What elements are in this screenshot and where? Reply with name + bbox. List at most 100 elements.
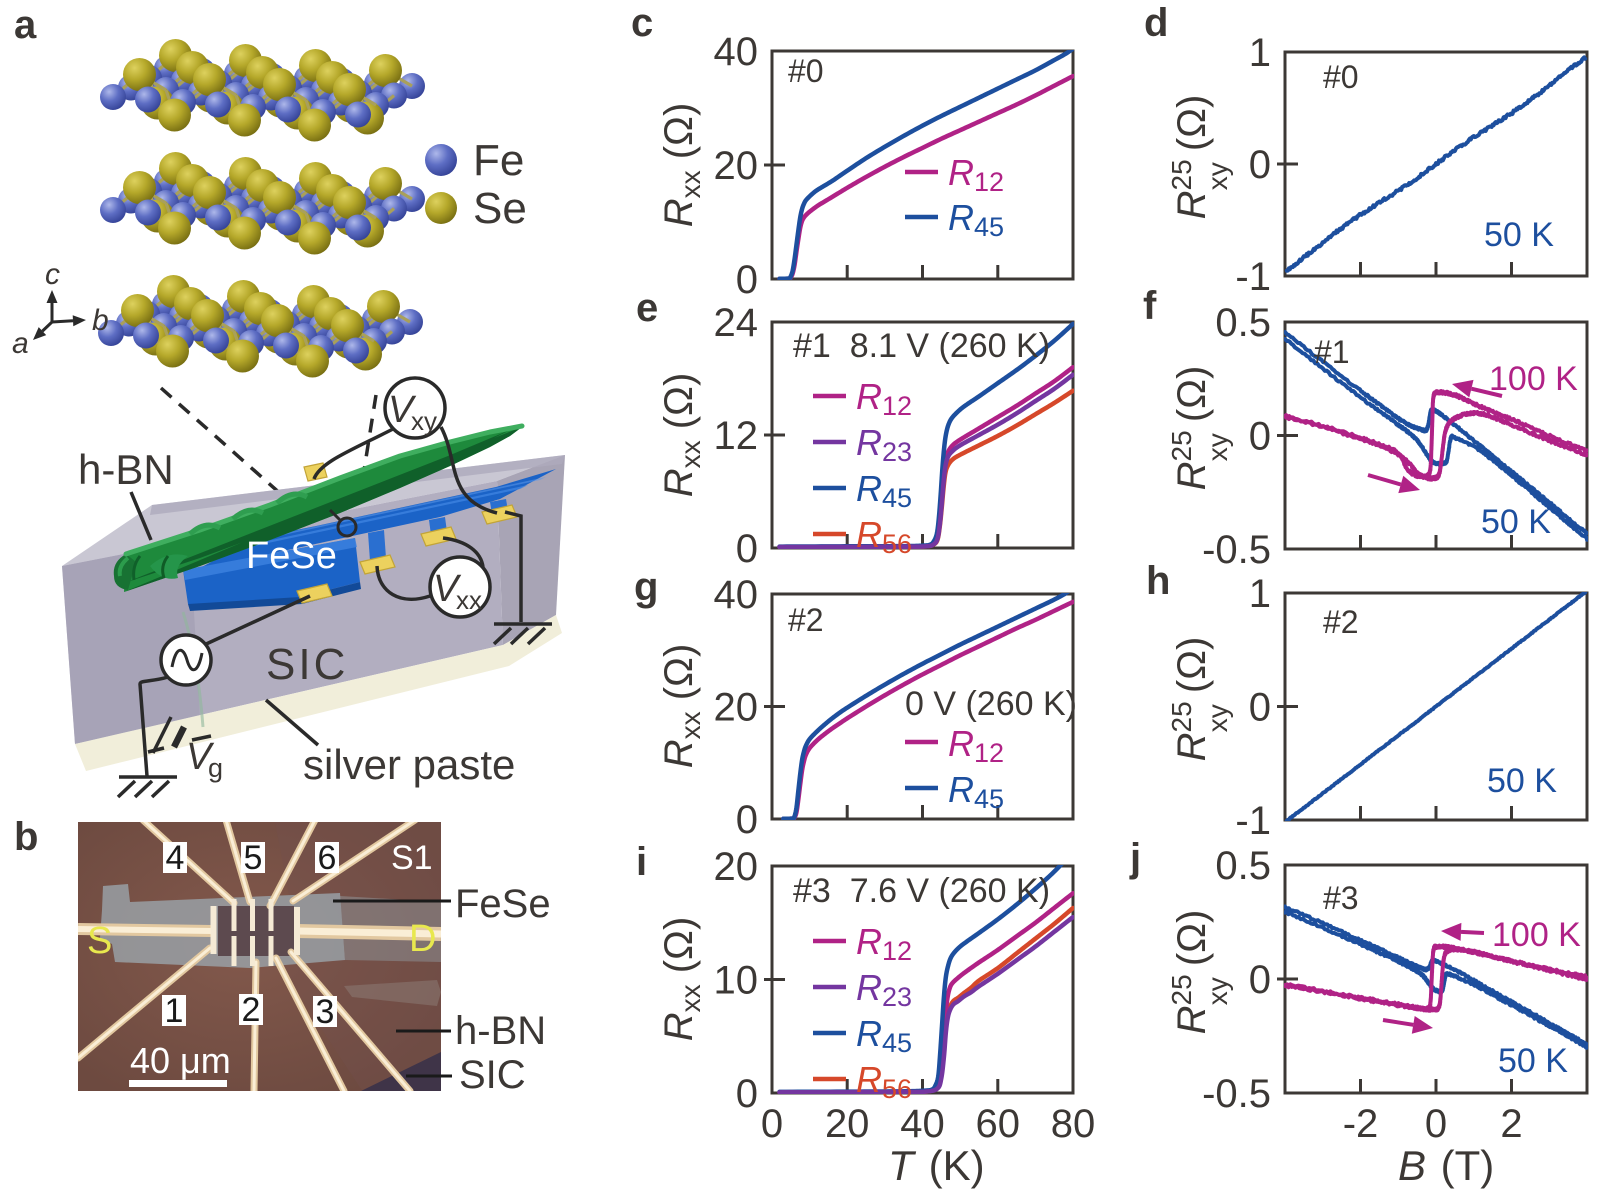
svg-text:50 K: 50 K bbox=[1484, 216, 1554, 254]
svg-text:0: 0 bbox=[1249, 958, 1271, 1002]
svg-text:12: 12 bbox=[974, 738, 1004, 768]
svg-text:R: R bbox=[856, 376, 882, 417]
svg-text:-1: -1 bbox=[1235, 255, 1271, 299]
svg-text:R: R bbox=[856, 1059, 882, 1100]
svg-text:0: 0 bbox=[1249, 143, 1271, 187]
svg-text:g: g bbox=[634, 565, 658, 609]
svg-text:20: 20 bbox=[714, 144, 759, 188]
svg-text:1: 1 bbox=[165, 992, 184, 1030]
svg-text:40 μm: 40 μm bbox=[130, 1040, 231, 1081]
svg-text:SIC: SIC bbox=[266, 640, 348, 689]
svg-text:3: 3 bbox=[316, 993, 335, 1031]
svg-text:d: d bbox=[1144, 1, 1168, 45]
svg-text:23: 23 bbox=[882, 437, 912, 467]
svg-text:T: T bbox=[888, 1142, 917, 1189]
svg-text:(T): (T) bbox=[1429, 1142, 1494, 1189]
svg-text:c: c bbox=[631, 1, 653, 45]
svg-text:V: V bbox=[433, 568, 462, 610]
svg-text:24: 24 bbox=[714, 301, 759, 345]
svg-text:10: 10 bbox=[714, 959, 759, 1003]
svg-text:0 V (260 K): 0 V (260 K) bbox=[905, 685, 1077, 723]
svg-text:-2: -2 bbox=[1343, 1102, 1379, 1146]
svg-text:V: V bbox=[186, 736, 215, 778]
svg-text:12: 12 bbox=[714, 414, 759, 458]
svg-text:xy: xy bbox=[411, 406, 437, 436]
svg-text:R: R bbox=[856, 967, 882, 1008]
svg-text:Rxx (Ω): Rxx (Ω) bbox=[657, 644, 706, 769]
svg-text:a: a bbox=[12, 327, 29, 360]
svg-text:0: 0 bbox=[736, 527, 758, 571]
svg-text:2: 2 bbox=[1500, 1102, 1522, 1146]
svg-text:R: R bbox=[856, 921, 882, 962]
svg-text:56: 56 bbox=[882, 529, 912, 559]
svg-text:R: R bbox=[948, 769, 974, 810]
svg-text:80: 80 bbox=[1051, 1102, 1096, 1146]
svg-text:-0.5: -0.5 bbox=[1202, 1072, 1271, 1116]
svg-text:50 K: 50 K bbox=[1481, 503, 1551, 541]
svg-text:Rxx (Ω): Rxx (Ω) bbox=[657, 373, 706, 498]
svg-text:S1: S1 bbox=[391, 839, 433, 877]
svg-text:5: 5 bbox=[244, 839, 263, 877]
svg-text:D: D bbox=[409, 918, 436, 960]
svg-text:#2: #2 bbox=[1323, 604, 1359, 640]
svg-text:0: 0 bbox=[736, 258, 758, 302]
svg-text:-1: -1 bbox=[1235, 799, 1271, 843]
svg-text:4: 4 bbox=[166, 839, 185, 877]
svg-text:(K): (K) bbox=[917, 1142, 985, 1189]
svg-text:0.5: 0.5 bbox=[1215, 301, 1271, 345]
svg-text:45: 45 bbox=[974, 212, 1004, 242]
svg-text:40: 40 bbox=[714, 30, 759, 74]
svg-text:0: 0 bbox=[1249, 415, 1271, 459]
svg-text:50 K: 50 K bbox=[1498, 1042, 1568, 1080]
svg-text:R: R bbox=[856, 514, 882, 555]
svg-text:xx: xx bbox=[456, 585, 482, 615]
svg-text:40: 40 bbox=[900, 1102, 945, 1146]
svg-text:#3 7.6 V (260 K): #3 7.6 V (260 K) bbox=[793, 872, 1050, 910]
svg-text:g: g bbox=[208, 753, 223, 783]
svg-text:0: 0 bbox=[1249, 686, 1271, 730]
svg-text:j: j bbox=[1129, 836, 1141, 880]
svg-text:#0: #0 bbox=[788, 53, 824, 89]
svg-text:#1 8.1 V (260 K): #1 8.1 V (260 K) bbox=[793, 327, 1050, 365]
svg-text:0: 0 bbox=[736, 798, 758, 842]
svg-text:silver paste: silver paste bbox=[303, 741, 515, 788]
svg-text:0: 0 bbox=[761, 1102, 783, 1146]
svg-text:a: a bbox=[14, 3, 37, 47]
svg-text:FeSe: FeSe bbox=[455, 882, 551, 926]
svg-text:Rxx (Ω): Rxx (Ω) bbox=[657, 917, 706, 1042]
svg-text:V: V bbox=[388, 389, 417, 431]
svg-text:Rxx (Ω): Rxx (Ω) bbox=[657, 103, 706, 228]
svg-text:100 K: 100 K bbox=[1489, 360, 1578, 398]
svg-text:20: 20 bbox=[714, 686, 759, 730]
svg-text:S: S bbox=[87, 920, 112, 962]
svg-text:45: 45 bbox=[882, 483, 912, 513]
svg-text:b: b bbox=[14, 815, 38, 859]
svg-text:12: 12 bbox=[974, 167, 1004, 197]
svg-text:60: 60 bbox=[976, 1102, 1021, 1146]
svg-text:0.5: 0.5 bbox=[1215, 844, 1271, 888]
svg-text:R: R bbox=[948, 152, 974, 193]
svg-text:12: 12 bbox=[882, 391, 912, 421]
svg-text:c: c bbox=[45, 258, 60, 291]
svg-text:1: 1 bbox=[1249, 31, 1271, 75]
svg-text:12: 12 bbox=[882, 936, 912, 966]
svg-text:R: R bbox=[856, 422, 882, 463]
svg-text:FeSe: FeSe bbox=[246, 535, 337, 577]
svg-text:#2: #2 bbox=[788, 602, 824, 638]
svg-text:20: 20 bbox=[825, 1102, 870, 1146]
svg-text:1: 1 bbox=[1249, 572, 1271, 616]
svg-text:SIC: SIC bbox=[459, 1053, 526, 1097]
svg-text:Se: Se bbox=[473, 184, 527, 233]
svg-text:40: 40 bbox=[714, 573, 759, 617]
svg-text:100 K: 100 K bbox=[1492, 916, 1581, 954]
svg-text:45: 45 bbox=[882, 1028, 912, 1058]
svg-text:B: B bbox=[1398, 1142, 1426, 1189]
svg-text:23: 23 bbox=[882, 982, 912, 1012]
svg-text:R: R bbox=[948, 197, 974, 238]
svg-text:R: R bbox=[856, 1013, 882, 1054]
svg-text:0: 0 bbox=[736, 1072, 758, 1116]
